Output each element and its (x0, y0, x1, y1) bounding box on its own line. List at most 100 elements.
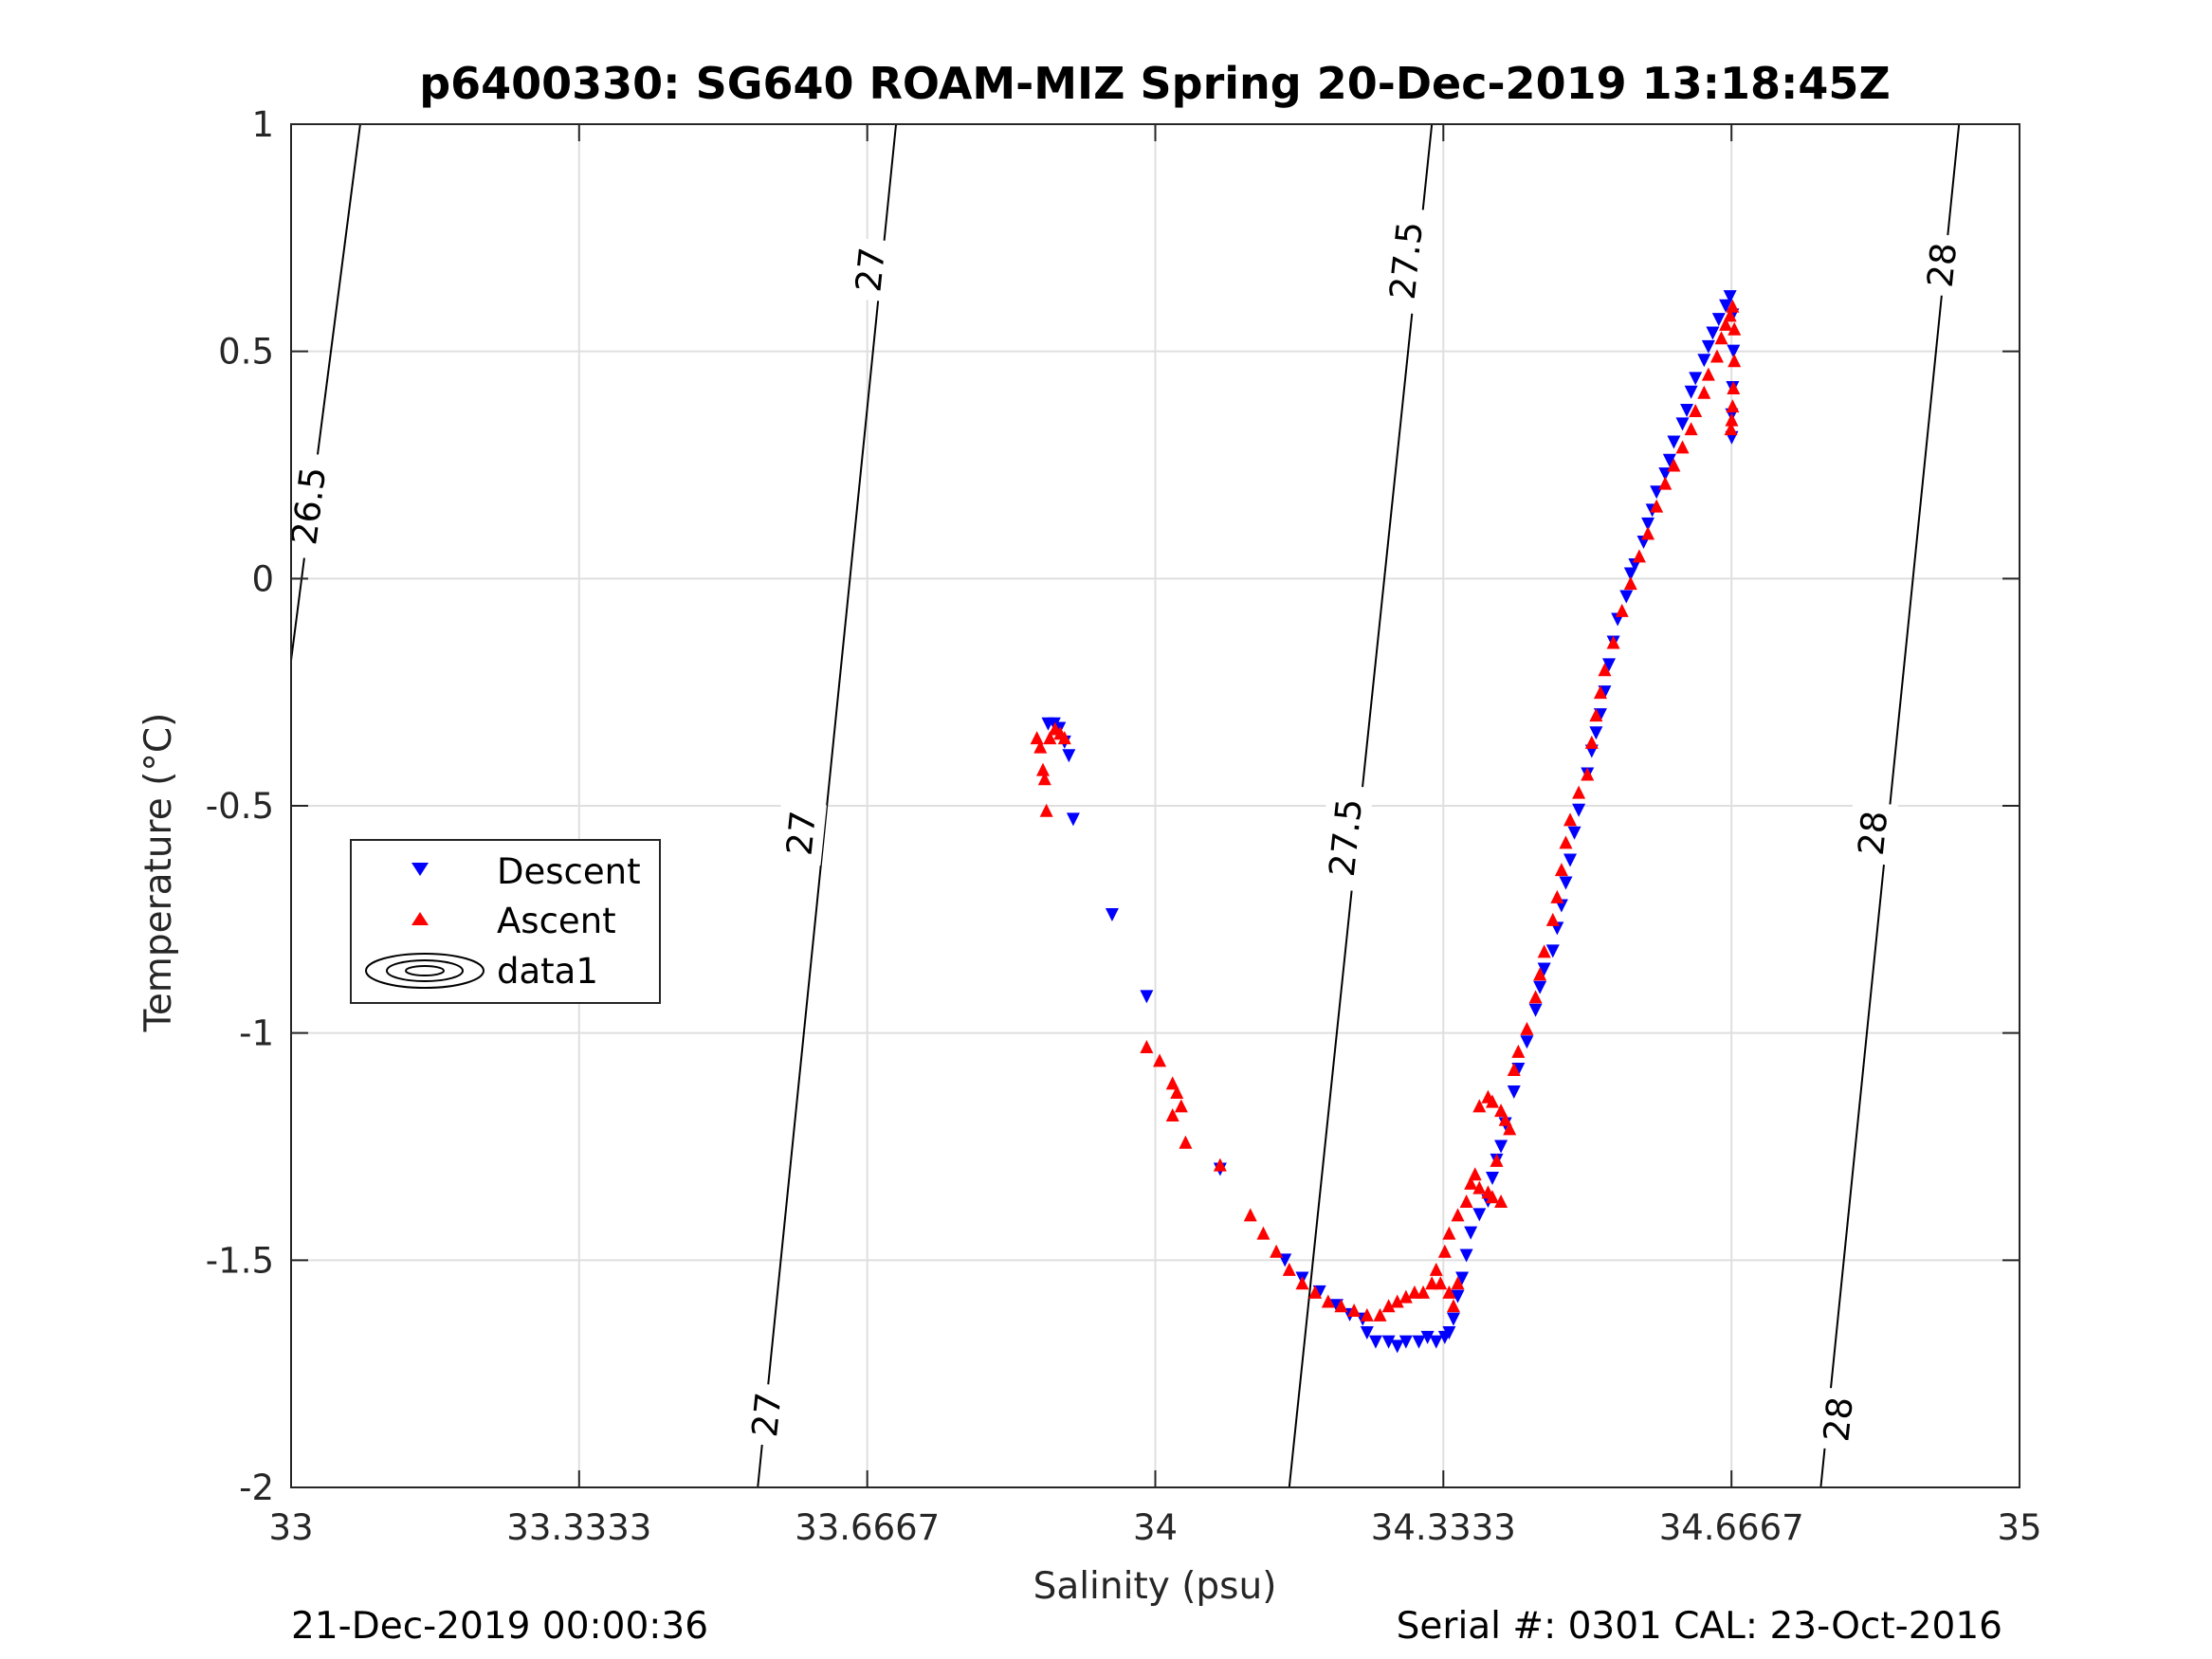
descent-point (1697, 354, 1711, 368)
descent-point (1140, 990, 1154, 1004)
ascent-point (1563, 812, 1578, 827)
isopycnal-line (757, 123, 898, 1488)
ascent-point (1437, 1244, 1452, 1258)
descent-point (1485, 1172, 1499, 1186)
x-tick-label: 33 (268, 1507, 313, 1548)
descent-point (1528, 1003, 1543, 1017)
ascent-point (1550, 889, 1564, 903)
descent-point (1589, 726, 1603, 740)
ascent-point (1559, 835, 1573, 849)
isopycnal-line (290, 123, 361, 661)
ascent-point (1572, 785, 1586, 799)
ascent-point (1472, 1099, 1487, 1113)
y-tick-label: -1 (239, 1013, 274, 1054)
legend-box (350, 839, 661, 1004)
descent-point (1689, 372, 1703, 386)
ascent-point (1650, 499, 1664, 513)
contour-label: 28 (1851, 809, 1896, 857)
ascent-point (1498, 1112, 1512, 1126)
contour-label-gap (1317, 783, 1374, 892)
ascent-point (1140, 1040, 1154, 1054)
ascent-point (1451, 1208, 1465, 1222)
ascent-point (1581, 767, 1595, 781)
contour-label-gap (1812, 1386, 1864, 1452)
contour-label: 27 (779, 809, 825, 857)
ascent-point (1442, 1226, 1456, 1240)
descent-point (1455, 1271, 1470, 1285)
ascent-point (1494, 1194, 1508, 1209)
descent-point (1602, 658, 1617, 672)
ascent-point (1485, 1094, 1499, 1108)
ascent-point (1442, 1285, 1456, 1299)
ascent-point (1282, 1262, 1296, 1276)
ascent-point (1494, 1103, 1508, 1118)
ascent-point (1675, 440, 1690, 454)
contour-label: 27.5 (1382, 220, 1431, 301)
ascent-point (1728, 321, 1742, 336)
ascent-point (1174, 1099, 1188, 1113)
descent-point (1442, 1326, 1456, 1340)
ascent-point (1256, 1226, 1271, 1240)
descent-point (1680, 403, 1694, 417)
ascent-point (1641, 526, 1655, 540)
ascent-point (1179, 1135, 1193, 1149)
ascent-point (1381, 1299, 1396, 1313)
ascent-point (1503, 1121, 1517, 1136)
ascent-point (1170, 1085, 1184, 1099)
ascent-point (1545, 912, 1560, 926)
descent-point (1429, 1335, 1443, 1349)
ascent-point (1598, 663, 1612, 677)
ascent-point (1714, 331, 1728, 345)
ascent-point (1347, 1304, 1362, 1318)
ascent-point (1429, 1262, 1443, 1276)
ascent-point (1623, 576, 1637, 591)
legend-contour-icon (365, 953, 484, 989)
chart-title: p6400330: SG640 ROAM-MIZ Spring 20-Dec-2… (419, 58, 1891, 109)
ascent-point (1701, 367, 1715, 381)
footer-timestamp: 21-Dec-2019 00:00:36 (291, 1605, 708, 1648)
y-tick-label: -0.5 (206, 786, 274, 827)
descent-point (1494, 1139, 1508, 1154)
ascent-point (1390, 1294, 1404, 1308)
ascent-point (1446, 1299, 1460, 1313)
contour-label-gap (775, 800, 827, 866)
descent-point (1464, 1226, 1478, 1240)
ascent-point (1407, 1285, 1421, 1299)
contour-label-gap (279, 451, 338, 561)
ascent-point (1472, 1180, 1487, 1194)
ascent-point (1398, 1289, 1413, 1304)
ascent-point (1334, 1299, 1348, 1313)
ascent-point (1464, 1176, 1478, 1190)
descent-point (1446, 1312, 1460, 1326)
descent-point (1559, 876, 1573, 890)
descent-point (1105, 908, 1119, 922)
contour-label: 28 (1816, 1395, 1861, 1444)
descent-point (1723, 290, 1737, 304)
ascent-point (1037, 772, 1051, 786)
descent-point (1066, 812, 1080, 827)
descent-point (1711, 313, 1726, 327)
ascent-point (1727, 381, 1741, 395)
ascent-point (1036, 762, 1051, 776)
contour-label-gap (1378, 206, 1435, 315)
contour-label-gap (1846, 800, 1899, 866)
descent-point (1619, 590, 1634, 604)
contour-label: 27.5 (1322, 796, 1370, 878)
y-tick-label: -1.5 (206, 1240, 274, 1281)
descent-point (1459, 1249, 1473, 1263)
ascent-point (1213, 1158, 1227, 1172)
ascent-point (1451, 1276, 1465, 1290)
ascent-point (1165, 1076, 1179, 1090)
descent-point (1533, 980, 1547, 994)
descent-point (1719, 299, 1733, 313)
ascent-point (1726, 399, 1740, 413)
ascent-point (1153, 1053, 1167, 1067)
ascent-point (1724, 422, 1738, 436)
descent-point (1062, 749, 1076, 763)
contour-label: 27 (744, 1391, 790, 1439)
ascent-point (1417, 1285, 1431, 1299)
ascent-point (1709, 349, 1724, 363)
